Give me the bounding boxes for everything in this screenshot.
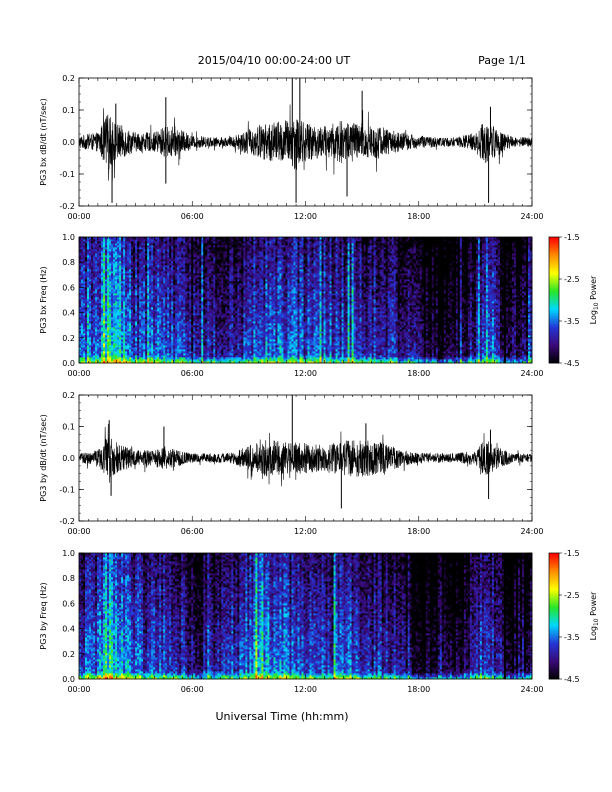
y-axis-label: PG3 bx dB/dt (nT/sec) [39, 98, 48, 185]
magnetometer-figure: 2015/04/10 00:00-24:00 UT Page 1/1 0.20.… [0, 0, 612, 792]
x-tick-label: 18:00 [407, 212, 430, 221]
panels-group: 0.2 0.1 0.0 -0.1 -0.2 PG3 bx dB/dt (nT/sec) 00… [39, 74, 600, 694]
dbdt-trace [79, 104, 532, 180]
header-date-range: 2015/04/10 00:00-24:00 UT [198, 54, 351, 67]
x-tick-label: 24:00 [520, 212, 543, 221]
x-tick-label: 06:00 [181, 212, 204, 221]
y-tick-label: 0.1 [62, 106, 75, 115]
y-tick-label: -0.2 [59, 202, 75, 211]
y-tick-label: -0.1 [59, 170, 75, 179]
spectrogram-panel-1 [79, 237, 532, 363]
y-tick-label: 0.2 [62, 74, 75, 83]
x-tick-label: 12:00 [294, 212, 317, 221]
x-tick-label: 00:00 [67, 212, 90, 221]
line-panel-0 [79, 78, 532, 206]
y-tick-label: 0.0 [62, 138, 75, 147]
header-page-number: Page 1/1 [478, 54, 526, 67]
